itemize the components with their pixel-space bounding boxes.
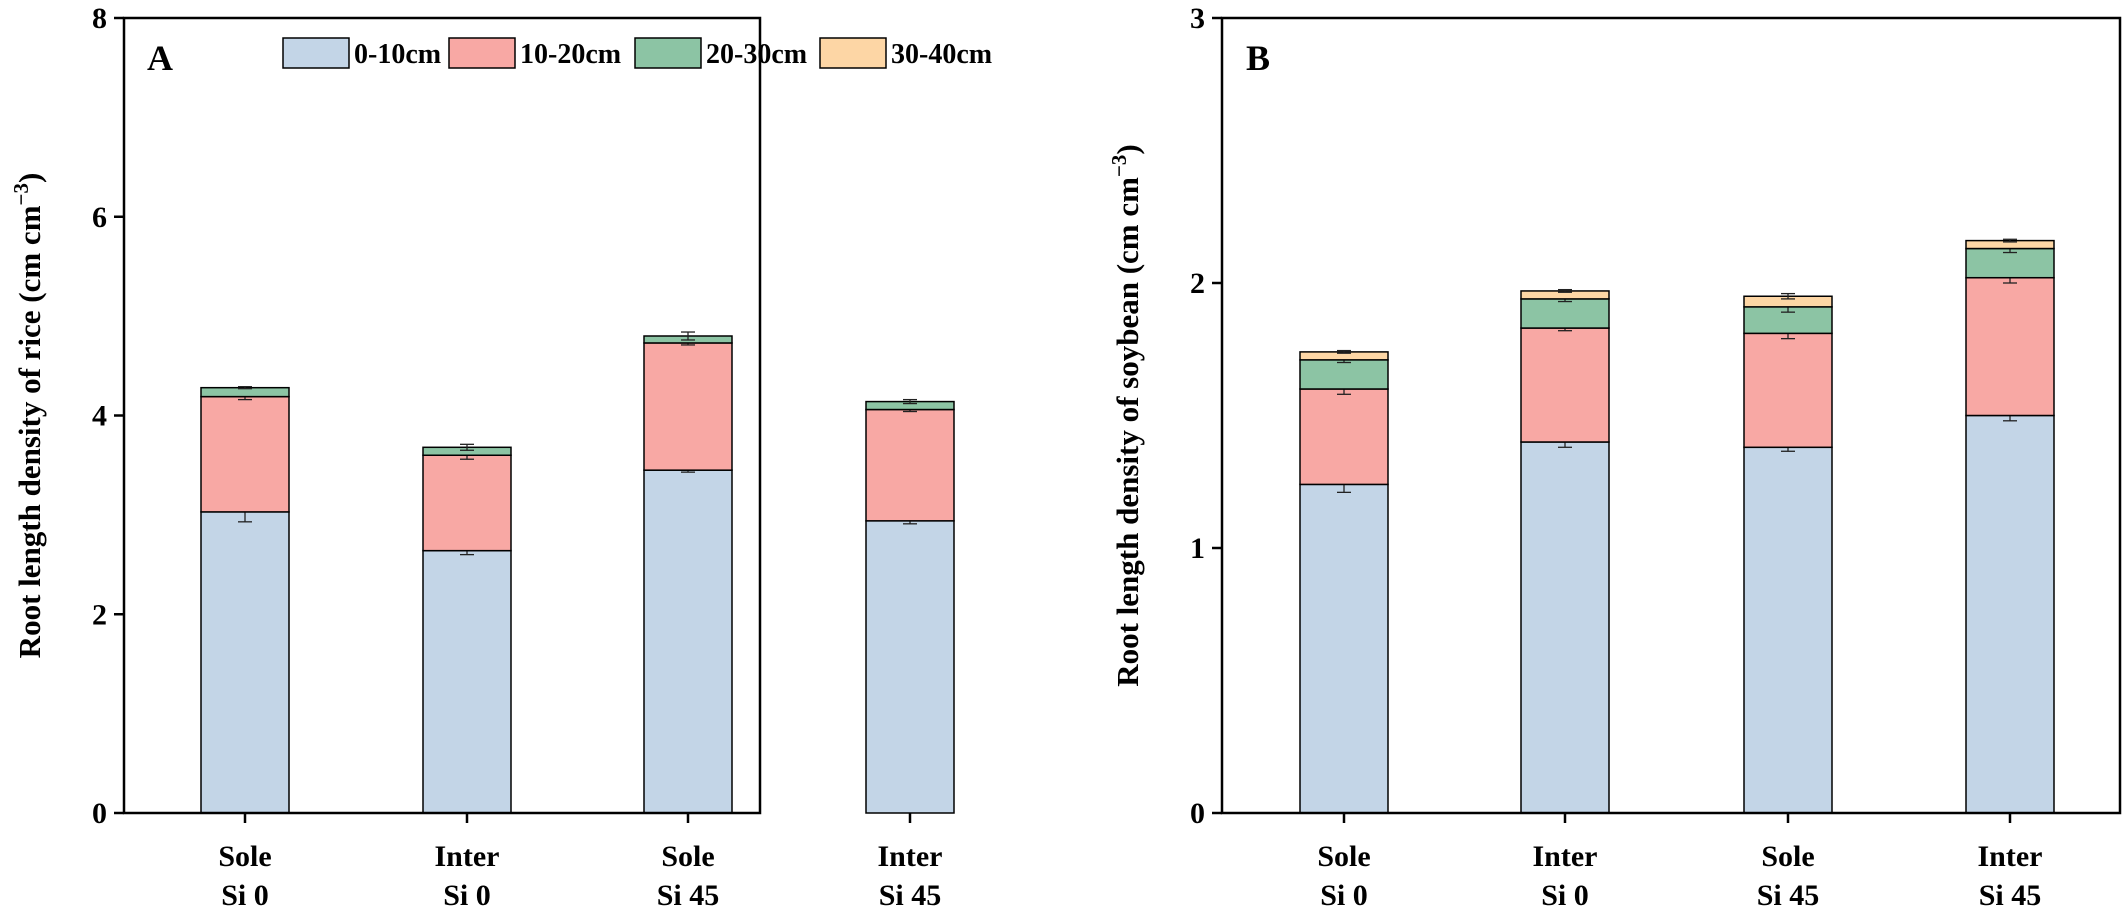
bar-0-10cm-2 <box>643 469 733 814</box>
x-category-label: Sole <box>661 840 714 873</box>
y-axis-title-main: Root length density of rice (cm cm <box>12 205 47 658</box>
legend-swatch <box>448 37 516 69</box>
panel-letter: A <box>147 38 173 78</box>
y-axis-title-close: ) <box>12 173 47 183</box>
x-category-label: Si 45 <box>1979 879 2042 912</box>
bar-0-10cm-3 <box>865 520 955 814</box>
bar-0-10cm-0 <box>200 511 290 814</box>
bar-10-20cm-3 <box>1965 276 2055 417</box>
bar-0-10cm-2 <box>1743 446 1833 814</box>
bar-10-20cm-2 <box>643 342 733 471</box>
legend-swatch <box>634 37 702 69</box>
chart-rice: 0 2 4 6 8 Sole Si 0 Inter Si 0 Sole Si 45 Inter Si 4… <box>9 2 992 912</box>
x-category-label: Sole <box>1317 840 1370 873</box>
legend-item-0-10cm: 0-10cm <box>282 37 441 70</box>
bar-0-10cm-1 <box>1520 441 1610 814</box>
x-category-label: Inter <box>1978 840 2043 873</box>
x-category-label: Sole <box>1761 840 1814 873</box>
y-tick-label: 8 <box>92 2 107 35</box>
y-axis-title: Root length density of soybean (cm cm−3) <box>1107 144 1145 687</box>
legend-item-10-20cm: 10-20cm <box>448 37 621 70</box>
error-bar-20-30cm-0 <box>238 386 252 390</box>
legend-label: 20-30cm <box>706 39 807 70</box>
bar-10-20cm-2 <box>1743 332 1833 449</box>
legend-label: 30-40cm <box>891 39 992 70</box>
y-tick-label: 2 <box>1190 267 1205 300</box>
y-tick-label: 1 <box>1190 532 1205 565</box>
error-bar-20-30cm-2 <box>681 331 695 341</box>
bar-10-20cm-1 <box>1520 327 1610 443</box>
error-bar-30-40cm-0 <box>1337 349 1351 354</box>
x-category-label: Si 0 <box>1541 879 1589 912</box>
error-bar-30-40cm-3 <box>2003 238 2017 243</box>
legend: 0-10cm 10-20cm 20-30cm 30-40cm <box>282 37 992 70</box>
plot-frame <box>1220 16 2122 815</box>
bar-0-10cm-0 <box>1299 483 1389 814</box>
error-bar-30-40cm-2 <box>1781 292 1795 300</box>
bar-20-30cm-3 <box>1965 247 2055 279</box>
y-axis-title-superscript: −3 <box>1107 155 1131 177</box>
legend-swatch <box>282 37 350 69</box>
x-category-label: Inter <box>1533 840 1598 873</box>
y-tick-label: 4 <box>92 400 107 433</box>
error-bar-20-30cm-3 <box>903 398 917 405</box>
x-category-label: Si 0 <box>221 879 269 912</box>
x-category-label: Si 0 <box>443 879 491 912</box>
x-category-label: Si 0 <box>1320 879 1368 912</box>
x-category-label: Si 45 <box>657 879 720 912</box>
bar-10-20cm-0 <box>200 395 290 513</box>
bar-10-20cm-1 <box>422 454 512 552</box>
y-axis-title-superscript: −3 <box>9 183 33 205</box>
bar-10-20cm-0 <box>1299 388 1389 486</box>
error-bar-20-30cm-1 <box>460 443 474 451</box>
bar-10-20cm-3 <box>865 408 955 522</box>
legend-swatch <box>819 37 887 69</box>
bar-20-30cm-1 <box>1520 298 1610 329</box>
y-tick-label: 6 <box>92 201 107 234</box>
x-category-label: Sole <box>218 840 271 873</box>
y-tick-label: 2 <box>92 598 107 631</box>
x-category-label: Inter <box>878 840 943 873</box>
legend-label: 10-20cm <box>520 39 621 70</box>
panel-letter: B <box>1246 38 1270 78</box>
legend-item-30-40cm: 30-40cm <box>819 37 992 70</box>
y-axis-title-close: ) <box>1110 144 1145 154</box>
chart-soybean: 0 1 2 3 Sole Si 0 Inter Si 0 Sole Si 45 Inter Si 45… <box>1107 2 2122 912</box>
y-tick-label: 0 <box>1190 797 1205 830</box>
bar-0-10cm-3 <box>1965 414 2055 814</box>
error-bar-30-40cm-1 <box>1558 288 1572 293</box>
x-category-label: Si 45 <box>1757 879 1820 912</box>
y-axis-title-main: Root length density of soybean (cm cm <box>1110 177 1145 687</box>
x-category-label: Inter <box>435 840 500 873</box>
y-tick-label: 3 <box>1190 2 1205 35</box>
bar-0-10cm-1 <box>422 549 512 814</box>
y-tick-label: 0 <box>92 797 107 830</box>
bar-20-30cm-0 <box>1299 359 1389 390</box>
legend-label: 0-10cm <box>354 39 441 70</box>
legend-item-20-30cm: 20-30cm <box>634 37 807 70</box>
y-axis-title: Root length density of rice (cm cm−3) <box>9 173 47 659</box>
x-category-label: Si 45 <box>879 879 942 912</box>
